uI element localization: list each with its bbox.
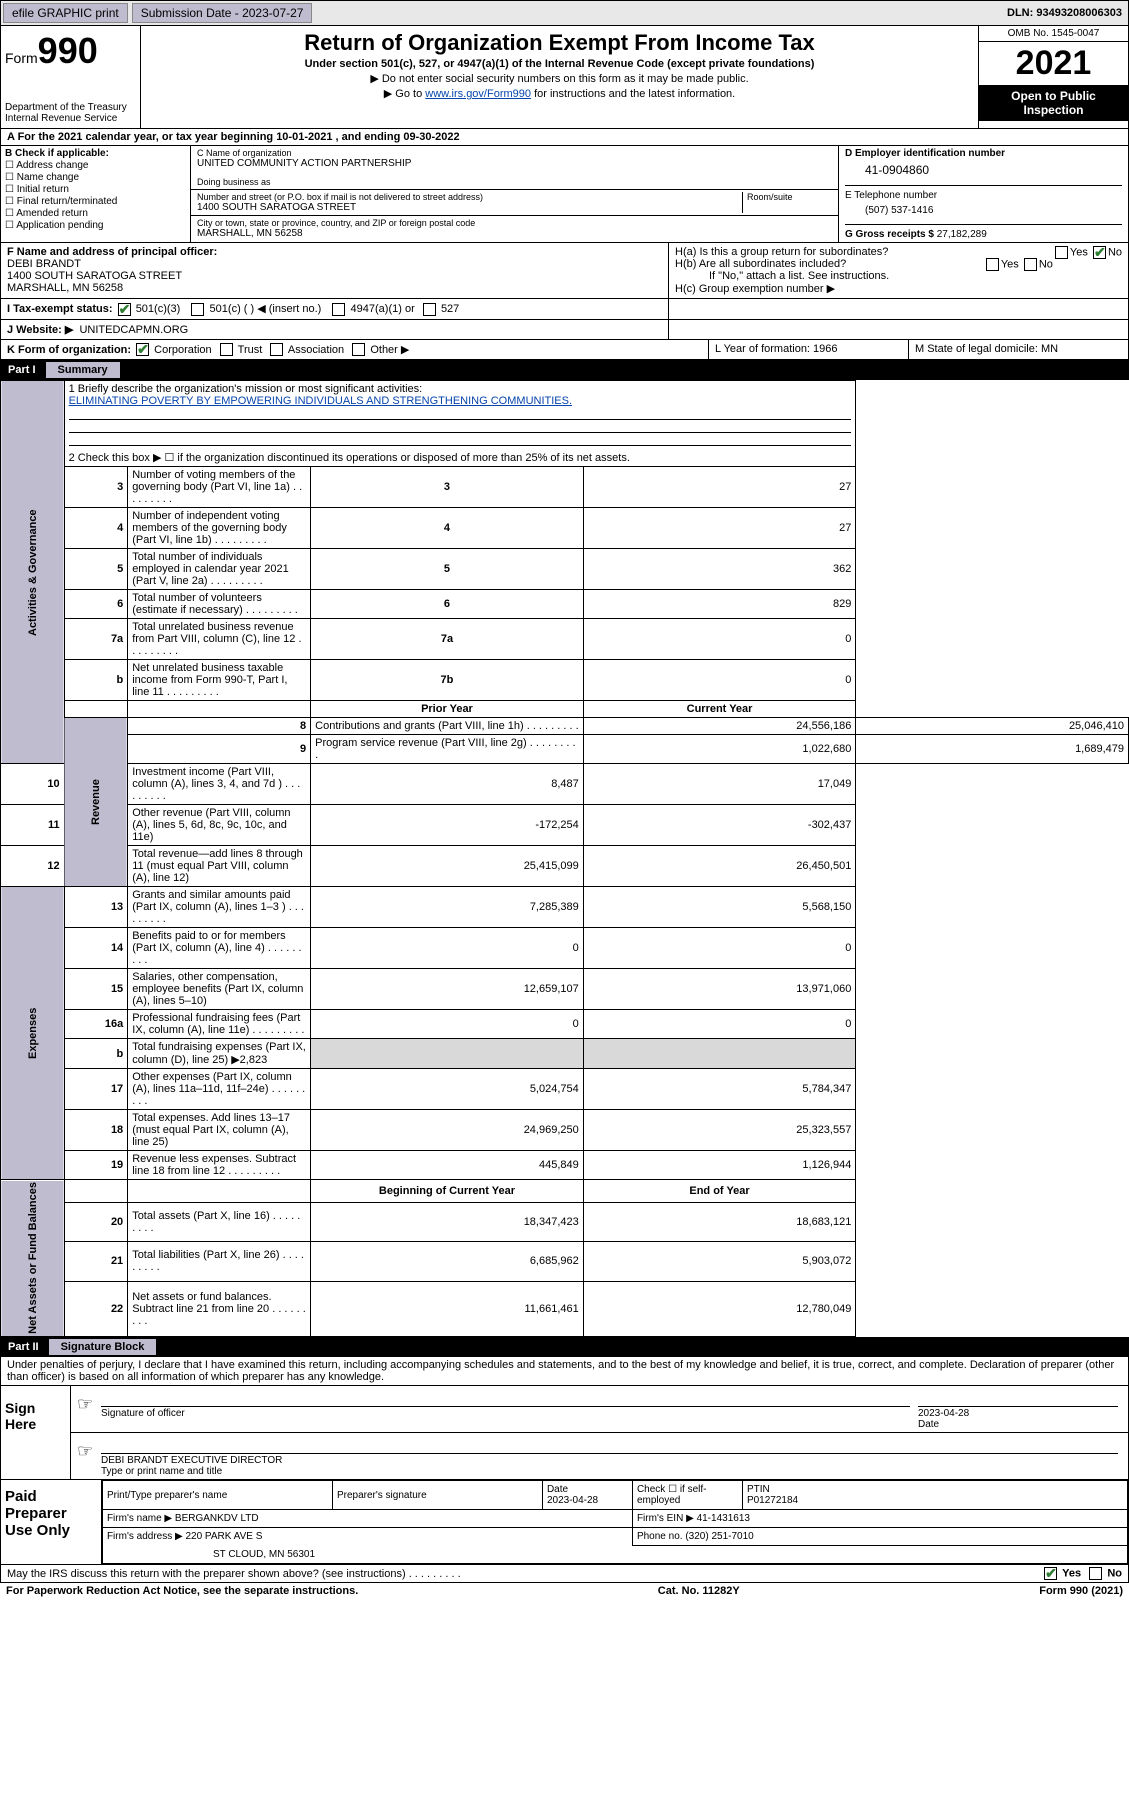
ein-value: 41-0904860 bbox=[845, 159, 1122, 185]
val-line7b: 0 bbox=[583, 660, 856, 701]
box-m: M State of legal domicile: MN bbox=[908, 340, 1128, 360]
side-governance: Activities & Governance bbox=[1, 381, 65, 764]
firm-phone: (320) 251-7010 bbox=[685, 1531, 753, 1542]
side-revenue: Revenue bbox=[64, 718, 128, 887]
val-line6: 829 bbox=[583, 590, 856, 619]
part2-header: Part II Signature Block bbox=[0, 1337, 1129, 1357]
chk-address-change[interactable]: ☐ Address change bbox=[5, 160, 186, 171]
box-g-label: G Gross receipts $ bbox=[845, 229, 934, 240]
chk-corp[interactable] bbox=[136, 343, 149, 356]
website-value: UNITEDCAPMN.ORG bbox=[79, 324, 188, 336]
firm-name: BERGANKDV LTD bbox=[175, 1513, 259, 1524]
val-line4: 27 bbox=[583, 508, 856, 549]
summary-table: Activities & Governance 1 Briefly descri… bbox=[0, 380, 1129, 1337]
ha-no[interactable] bbox=[1093, 246, 1106, 259]
form-title: Return of Organization Exempt From Incom… bbox=[149, 30, 970, 56]
box-d-label: D Employer identification number bbox=[845, 148, 1122, 159]
topbar: efile GRAPHIC print Submission Date - 20… bbox=[0, 0, 1129, 26]
chk-501c[interactable] bbox=[191, 303, 204, 316]
chk-name-change[interactable]: ☐ Name change bbox=[5, 172, 186, 183]
part1-header: Part I Summary bbox=[0, 360, 1129, 380]
box-c: C Name of organization UNITED COMMUNITY … bbox=[191, 146, 838, 242]
officer-print-name: DEBI BRANDT EXECUTIVE DIRECTOR bbox=[101, 1455, 282, 1466]
org-name: UNITED COMMUNITY ACTION PARTNERSHIP bbox=[197, 158, 832, 169]
val-line5: 362 bbox=[583, 549, 856, 590]
org-city: MARSHALL, MN 56258 bbox=[197, 228, 832, 239]
chk-assoc[interactable] bbox=[270, 343, 283, 356]
chk-final-return[interactable]: ☐ Final return/terminated bbox=[5, 196, 186, 207]
omb-number: OMB No. 1545-0047 bbox=[979, 26, 1128, 42]
box-l: L Year of formation: 1966 bbox=[708, 340, 908, 360]
hb-yes[interactable] bbox=[986, 258, 999, 271]
entity-block: B Check if applicable: ☐ Address change … bbox=[0, 146, 1129, 243]
val-line3: 27 bbox=[583, 467, 856, 508]
chk-amended[interactable]: ☐ Amended return bbox=[5, 208, 186, 219]
ptin-value: P01272184 bbox=[747, 1495, 798, 1506]
submission-date-button[interactable]: Submission Date - 2023-07-27 bbox=[132, 3, 313, 23]
tax-year: 2021 bbox=[979, 42, 1128, 85]
val-line7a: 0 bbox=[583, 619, 856, 660]
tax-period: A For the 2021 calendar year, or tax yea… bbox=[0, 129, 1129, 146]
chk-app-pending[interactable]: ☐ Application pending bbox=[5, 220, 186, 231]
firm-ein: 41-1431613 bbox=[697, 1513, 750, 1524]
dln-label: DLN: 93493208006303 bbox=[1001, 7, 1128, 19]
org-street: 1400 SOUTH SARATOGA STREET bbox=[197, 202, 742, 213]
chk-527[interactable] bbox=[423, 303, 436, 316]
hb-no[interactable] bbox=[1024, 258, 1037, 271]
box-e-label: E Telephone number bbox=[845, 190, 1122, 201]
discuss-no[interactable] bbox=[1089, 1567, 1102, 1580]
form-header: Form990 Department of the Treasury Inter… bbox=[0, 26, 1129, 129]
ha-yes[interactable] bbox=[1055, 246, 1068, 259]
discuss-row: May the IRS discuss this return with the… bbox=[0, 1565, 1129, 1583]
form-subtitle: Under section 501(c), 527, or 4947(a)(1)… bbox=[149, 58, 970, 70]
chk-trust[interactable] bbox=[220, 343, 233, 356]
chk-501c3[interactable] bbox=[118, 303, 131, 316]
gross-receipts: 27,182,289 bbox=[937, 229, 987, 240]
agency-line1: Department of the Treasury bbox=[5, 102, 136, 113]
officer-group-block: F Name and address of principal officer:… bbox=[0, 243, 1129, 299]
chk-initial-return[interactable]: ☐ Initial return bbox=[5, 184, 186, 195]
preparer-table: Print/Type preparer's name Preparer's si… bbox=[102, 1480, 1128, 1564]
form-note2: ▶ Go to www.irs.gov/Form990 for instruct… bbox=[149, 87, 970, 100]
form-note1: ▶ Do not enter social security numbers o… bbox=[149, 72, 970, 85]
form-number: Form990 bbox=[5, 30, 136, 72]
footer: For Paperwork Reduction Act Notice, see … bbox=[0, 1583, 1129, 1599]
efile-print-button[interactable]: efile GRAPHIC print bbox=[3, 3, 128, 23]
side-expenses: Expenses bbox=[1, 887, 65, 1180]
agency-line2: Internal Revenue Service bbox=[5, 113, 136, 124]
perjury-text: Under penalties of perjury, I declare th… bbox=[0, 1357, 1129, 1386]
irs-link[interactable]: www.irs.gov/Form990 bbox=[425, 88, 531, 100]
chk-other[interactable] bbox=[352, 343, 365, 356]
open-inspection-badge: Open to Public Inspection bbox=[979, 85, 1128, 121]
mission-text: ELIMINATING POVERTY BY EMPOWERING INDIVI… bbox=[69, 395, 852, 407]
discuss-yes[interactable] bbox=[1044, 1567, 1057, 1580]
phone-value: (507) 537-1416 bbox=[845, 201, 1122, 224]
officer-name: DEBI BRANDT bbox=[7, 258, 662, 270]
chk-4947[interactable] bbox=[332, 303, 345, 316]
side-net: Net Assets or Fund Balances bbox=[1, 1180, 65, 1337]
box-b: B Check if applicable: ☐ Address change … bbox=[1, 146, 191, 242]
signature-block: Sign Here ☞ Signature of officer 2023-04… bbox=[0, 1386, 1129, 1565]
